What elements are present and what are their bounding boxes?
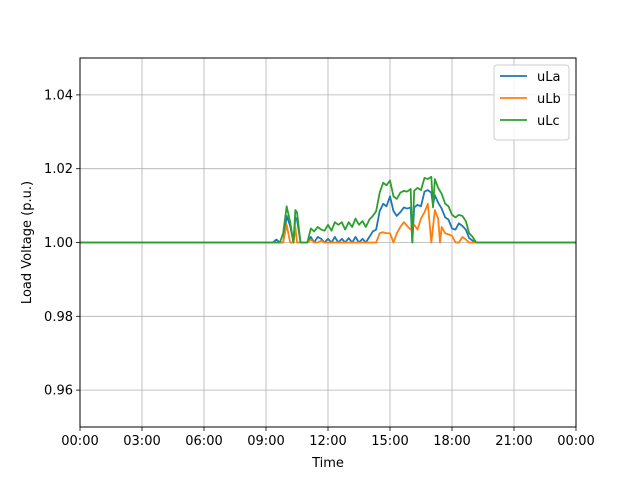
y-axis: 0.96 0.98 1.00 1.02 1.04 [44,88,80,399]
x-tick-label: 15:00 [371,434,408,449]
y-tick-label: 0.98 [44,310,73,325]
series-line-uLc [80,175,576,244]
x-axis: 00:00 03:00 06:00 09:00 12:00 15:00 18:00 21:00… [61,427,595,449]
x-axis-label: Time [311,456,344,471]
x-tick-label: 00:00 [61,434,98,449]
legend-label-uLa: uLa [537,70,560,85]
x-tick-label: 09:00 [247,434,284,449]
legend: uLa uLb uLc [493,64,570,141]
x-tick-label: 03:00 [123,434,160,449]
y-tick-label: 0.96 [44,384,73,399]
x-tick-label: 00:00 [557,434,594,449]
legend-box [493,64,570,141]
x-tick-label: 12:00 [309,434,346,449]
x-tick-label: 21:00 [495,434,532,449]
x-tick-label: 18:00 [433,434,470,449]
y-tick-label: 1.00 [44,236,73,251]
y-tick-label: 1.02 [44,162,73,177]
plot-lines [80,175,576,244]
x-tick-label: 06:00 [185,434,222,449]
y-axis-label: Load Voltage (p.u.) [20,181,35,304]
y-tick-label: 1.04 [44,88,73,103]
legend-label-uLb: uLb [537,92,561,107]
legend-label-uLc: uLc [537,114,560,129]
